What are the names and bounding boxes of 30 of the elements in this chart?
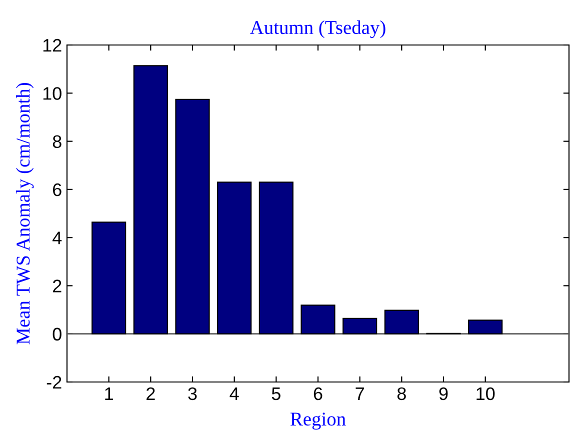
bar (384, 310, 419, 334)
x-axis-title: Region (290, 412, 346, 430)
y-tick-label: 2 (53, 280, 62, 292)
x-tick-label: 3 (188, 387, 197, 400)
bar (92, 222, 126, 334)
x-tick-label: 10 (476, 387, 495, 400)
y-tick-label: -2 (46, 376, 62, 389)
chart-title: Autumn (Tseday) (250, 20, 386, 38)
bar (133, 65, 168, 334)
y-tick-label: 0 (52, 328, 62, 341)
x-tick-label: 9 (439, 387, 448, 400)
y-tick-label: 12 (43, 38, 62, 52)
x-tick-label: 7 (356, 388, 364, 400)
x-tick-label: 6 (314, 387, 322, 400)
bar (217, 182, 252, 334)
x-tick-label: 2 (146, 387, 155, 400)
x-tick-label: 4 (230, 388, 239, 400)
bar (175, 98, 210, 334)
bar (342, 318, 378, 334)
y-tick-label: 10 (43, 87, 62, 100)
x-tick-label: 5 (272, 388, 280, 400)
y-axis-title: Mean TWS Anomaly (cm/month) (16, 83, 34, 344)
y-tick-label: 6 (53, 183, 62, 196)
bar (258, 182, 294, 334)
bar (468, 320, 503, 334)
y-tick-label: 8 (52, 135, 62, 148)
x-tick-label: 1 (105, 388, 113, 400)
x-tick-label: 8 (397, 387, 406, 400)
bar (300, 304, 336, 334)
y-tick-label: 4 (52, 232, 62, 244)
